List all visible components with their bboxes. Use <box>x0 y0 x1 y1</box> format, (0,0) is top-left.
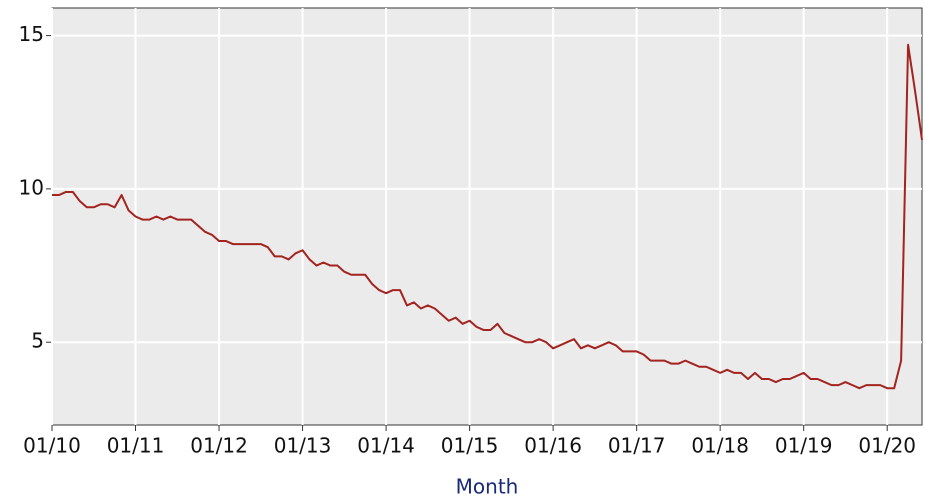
x-tick-label: 01/17 <box>608 434 666 458</box>
x-tick-label: 01/15 <box>441 434 499 458</box>
x-tick-label: 01/18 <box>691 434 749 458</box>
plot-area <box>51 7 923 426</box>
x-tick-label: 01/16 <box>524 434 582 458</box>
data-line <box>52 43 923 390</box>
y-tick-label: 10 <box>19 175 44 199</box>
x-tick-label: 01/12 <box>190 434 248 458</box>
x-tick-label: 01/11 <box>107 434 165 458</box>
y-tick-label: 15 <box>19 22 44 46</box>
x-tick-label: 01/13 <box>274 434 332 458</box>
y-tick-label: 5 <box>31 329 44 353</box>
x-tick-label: 01/19 <box>775 434 833 458</box>
x-axis-label: Month <box>456 475 519 499</box>
x-tick-label: 01/20 <box>858 434 916 458</box>
x-tick-label: 01/14 <box>357 434 415 458</box>
x-tick-label: 01/10 <box>23 434 81 458</box>
